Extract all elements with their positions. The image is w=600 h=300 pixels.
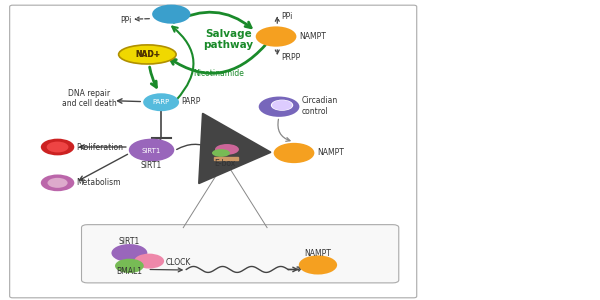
Text: E-box: E-box bbox=[215, 159, 236, 168]
Text: CLOCK: CLOCK bbox=[166, 258, 191, 267]
FancyArrowPatch shape bbox=[170, 45, 265, 73]
Circle shape bbox=[274, 143, 314, 163]
Text: NAD+: NAD+ bbox=[135, 50, 160, 59]
Circle shape bbox=[152, 4, 190, 24]
FancyArrowPatch shape bbox=[275, 50, 279, 54]
Ellipse shape bbox=[119, 45, 176, 64]
Circle shape bbox=[112, 244, 148, 262]
Text: DNA repair
and cell death: DNA repair and cell death bbox=[62, 89, 116, 108]
Text: Nicotinamide: Nicotinamide bbox=[194, 69, 245, 78]
FancyArrowPatch shape bbox=[297, 267, 302, 271]
Text: BMAL1: BMAL1 bbox=[116, 267, 142, 276]
FancyArrowPatch shape bbox=[275, 17, 279, 23]
Text: NAMPT: NAMPT bbox=[317, 148, 344, 158]
Circle shape bbox=[47, 142, 68, 152]
FancyArrowPatch shape bbox=[172, 27, 193, 100]
Text: NAD+: NAD+ bbox=[135, 50, 160, 59]
FancyArrowPatch shape bbox=[149, 67, 157, 87]
Text: SIRT1: SIRT1 bbox=[119, 238, 140, 247]
Circle shape bbox=[115, 259, 144, 273]
Circle shape bbox=[129, 139, 174, 161]
FancyArrowPatch shape bbox=[174, 12, 251, 28]
FancyArrowPatch shape bbox=[136, 17, 149, 21]
FancyArrowPatch shape bbox=[296, 265, 301, 269]
Text: Salvage
pathway: Salvage pathway bbox=[203, 29, 253, 50]
Text: Proliferation: Proliferation bbox=[77, 142, 124, 152]
Text: SIRT1: SIRT1 bbox=[141, 161, 162, 170]
Text: PRPP: PRPP bbox=[281, 53, 300, 62]
Ellipse shape bbox=[212, 149, 230, 157]
FancyArrowPatch shape bbox=[150, 268, 182, 272]
Circle shape bbox=[256, 26, 296, 47]
Ellipse shape bbox=[215, 144, 239, 155]
FancyArrowPatch shape bbox=[80, 145, 126, 149]
Circle shape bbox=[271, 100, 293, 111]
Text: Metabolism: Metabolism bbox=[77, 178, 121, 187]
FancyArrowPatch shape bbox=[176, 144, 210, 149]
Circle shape bbox=[41, 139, 74, 155]
Circle shape bbox=[272, 100, 292, 110]
Text: SIRT1: SIRT1 bbox=[142, 148, 161, 154]
Text: Circadian
control: Circadian control bbox=[301, 96, 337, 116]
Circle shape bbox=[47, 178, 68, 188]
Text: PPi: PPi bbox=[281, 12, 292, 21]
Text: NAMPT: NAMPT bbox=[299, 32, 326, 41]
FancyBboxPatch shape bbox=[82, 225, 399, 283]
Text: PARP: PARP bbox=[152, 99, 170, 105]
Circle shape bbox=[299, 255, 337, 274]
FancyArrowPatch shape bbox=[118, 99, 140, 103]
Circle shape bbox=[134, 254, 164, 268]
Circle shape bbox=[143, 93, 179, 111]
Text: PPi: PPi bbox=[120, 16, 131, 25]
FancyArrowPatch shape bbox=[278, 119, 290, 141]
Circle shape bbox=[41, 175, 74, 191]
FancyArrowPatch shape bbox=[293, 267, 298, 272]
FancyArrowPatch shape bbox=[199, 114, 270, 183]
FancyArrowPatch shape bbox=[79, 154, 128, 180]
Text: PARP: PARP bbox=[181, 97, 201, 106]
Text: NAMPT: NAMPT bbox=[305, 248, 331, 257]
Bar bbox=[214, 157, 238, 160]
Circle shape bbox=[259, 97, 299, 117]
